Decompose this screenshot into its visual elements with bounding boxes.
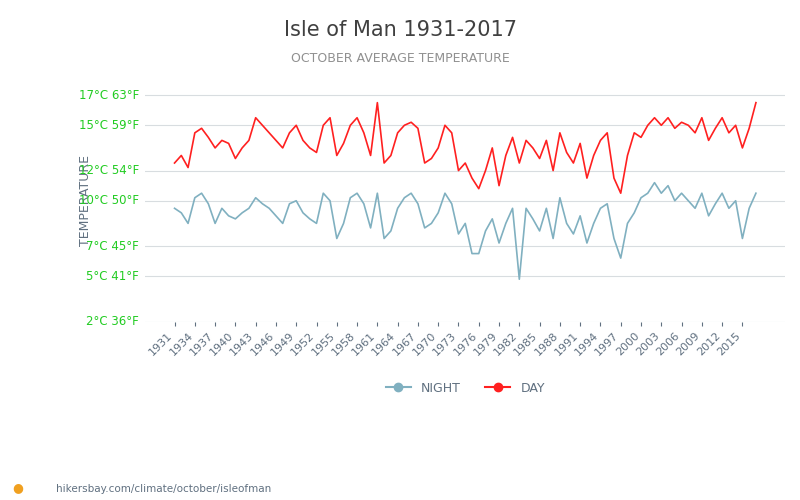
Text: 12°C 54°F: 12°C 54°F bbox=[79, 164, 139, 177]
Text: 15°C 59°F: 15°C 59°F bbox=[79, 119, 139, 132]
Text: 5°C 41°F: 5°C 41°F bbox=[86, 270, 139, 282]
Text: OCTOBER AVERAGE TEMPERATURE: OCTOBER AVERAGE TEMPERATURE bbox=[290, 52, 510, 66]
Text: ●: ● bbox=[12, 481, 23, 494]
Text: hikersbay.com/climate/october/isleofman: hikersbay.com/climate/october/isleofman bbox=[56, 484, 271, 494]
Text: 17°C 63°F: 17°C 63°F bbox=[79, 88, 139, 102]
Legend: NIGHT, DAY: NIGHT, DAY bbox=[381, 377, 550, 400]
Text: 10°C 50°F: 10°C 50°F bbox=[79, 194, 139, 207]
Text: 2°C 36°F: 2°C 36°F bbox=[86, 315, 139, 328]
Text: 7°C 45°F: 7°C 45°F bbox=[86, 240, 139, 252]
Text: Isle of Man 1931-2017: Isle of Man 1931-2017 bbox=[283, 20, 517, 40]
Y-axis label: TEMPERATURE: TEMPERATURE bbox=[79, 155, 92, 246]
